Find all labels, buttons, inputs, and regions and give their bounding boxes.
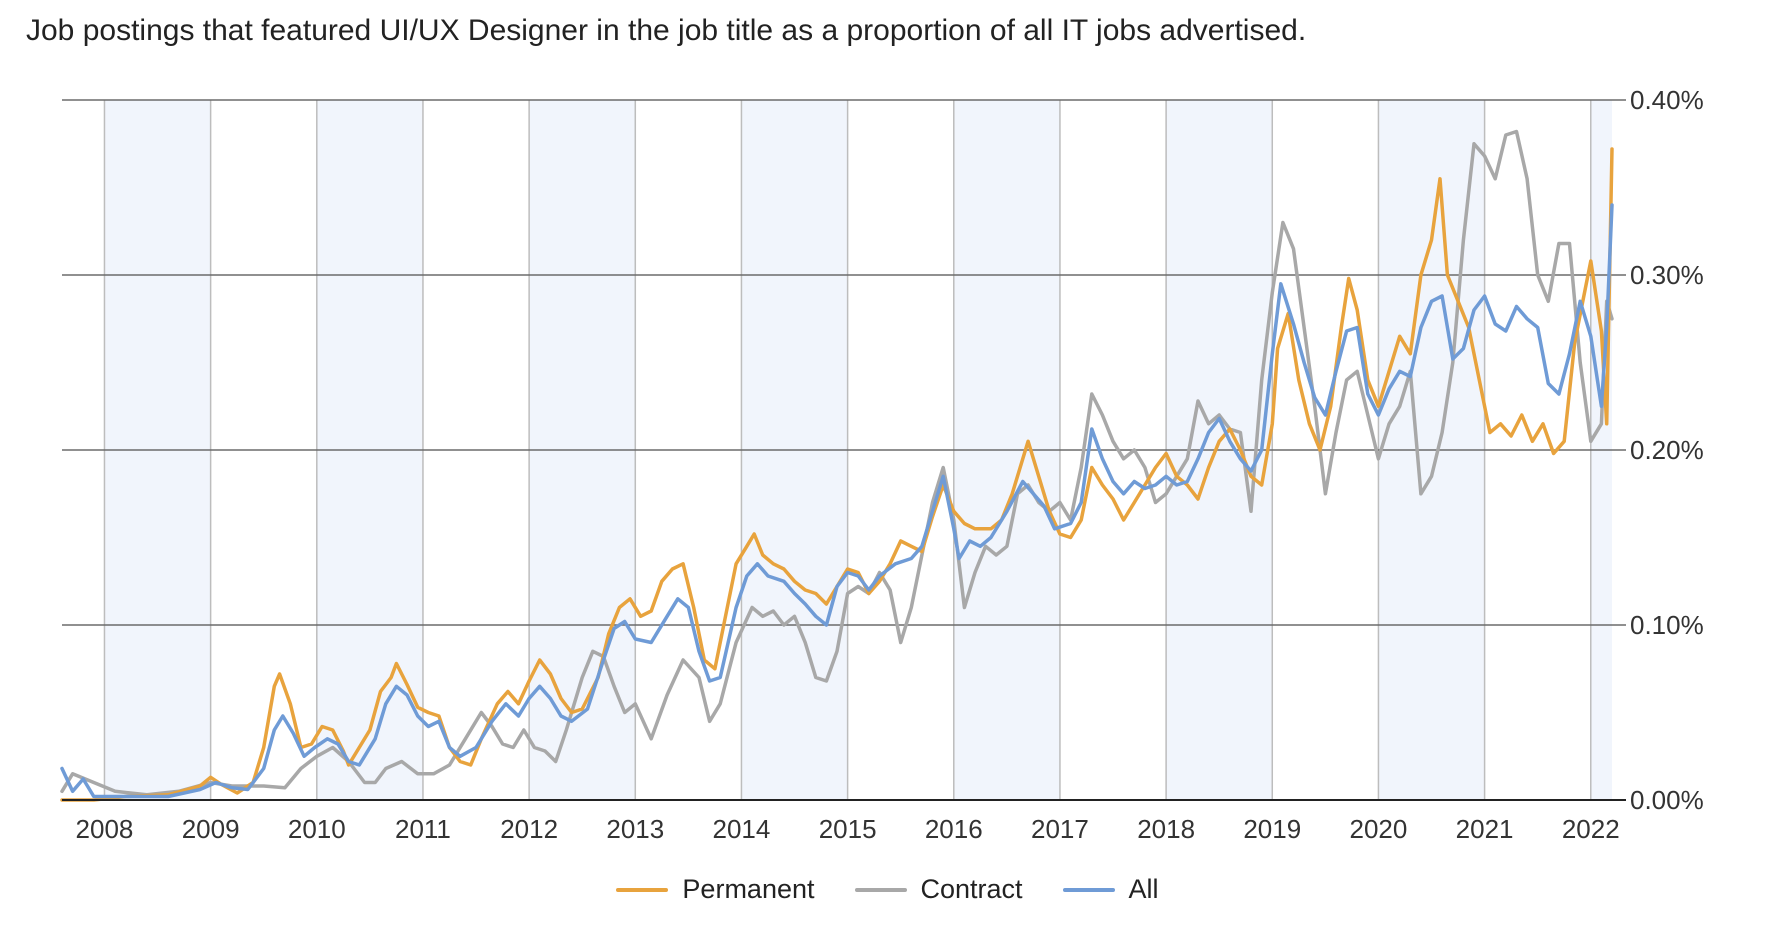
legend-swatch xyxy=(616,887,669,892)
x-tick-label: 2008 xyxy=(76,814,134,844)
x-tick-label: 2022 xyxy=(1562,814,1620,844)
legend-label: Contract xyxy=(920,874,1023,904)
x-tick-label: 2015 xyxy=(819,814,877,844)
legend-swatch xyxy=(1062,887,1115,892)
x-tick-label: 2014 xyxy=(713,814,771,844)
x-tick-label: 2012 xyxy=(500,814,558,844)
series-line-permanent xyxy=(60,147,1614,802)
series-lines xyxy=(60,129,1614,802)
legend-swatch xyxy=(854,887,907,892)
legend-item-contract: Contract xyxy=(854,874,1023,905)
x-tick-label: 2021 xyxy=(1456,814,1514,844)
x-tick-label: 2018 xyxy=(1137,814,1195,844)
legend-item-all: All xyxy=(1062,874,1159,905)
x-axis: 2008 2009 2010 2011 2012 2013 2014 2015 2016 2017… xyxy=(62,799,1620,844)
x-tick-label: 2011 xyxy=(395,814,451,844)
x-tick-label: 2010 xyxy=(288,814,346,844)
legend-item-permanent: Permanent xyxy=(616,874,815,905)
x-tick-label: 2013 xyxy=(606,814,664,844)
x-tick-label: 2016 xyxy=(925,814,983,844)
y-tick-label: 0.00% xyxy=(1630,785,1704,815)
chart-title: Job postings that featured UI/UX Designe… xyxy=(26,14,1307,47)
legend-label: Permanent xyxy=(682,874,815,904)
x-tick-label: 2020 xyxy=(1350,814,1408,844)
y-tick-label: 0.10% xyxy=(1630,610,1704,640)
y-tick-label: 0.30% xyxy=(1630,260,1704,290)
y-axis: 0.00% 0.10% 0.20% 0.30% 0.40% xyxy=(1630,85,1704,815)
y-tick-label: 0.40% xyxy=(1630,85,1704,115)
y-tick-label: 0.20% xyxy=(1630,435,1704,465)
series-line-all xyxy=(60,203,1614,799)
x-tick-label: 2019 xyxy=(1243,814,1301,844)
legend: Permanent Contract All xyxy=(0,874,1775,905)
legend-label: All xyxy=(1128,874,1159,904)
x-tick-label: 2009 xyxy=(182,814,240,844)
x-tick-label: 2017 xyxy=(1031,814,1089,844)
